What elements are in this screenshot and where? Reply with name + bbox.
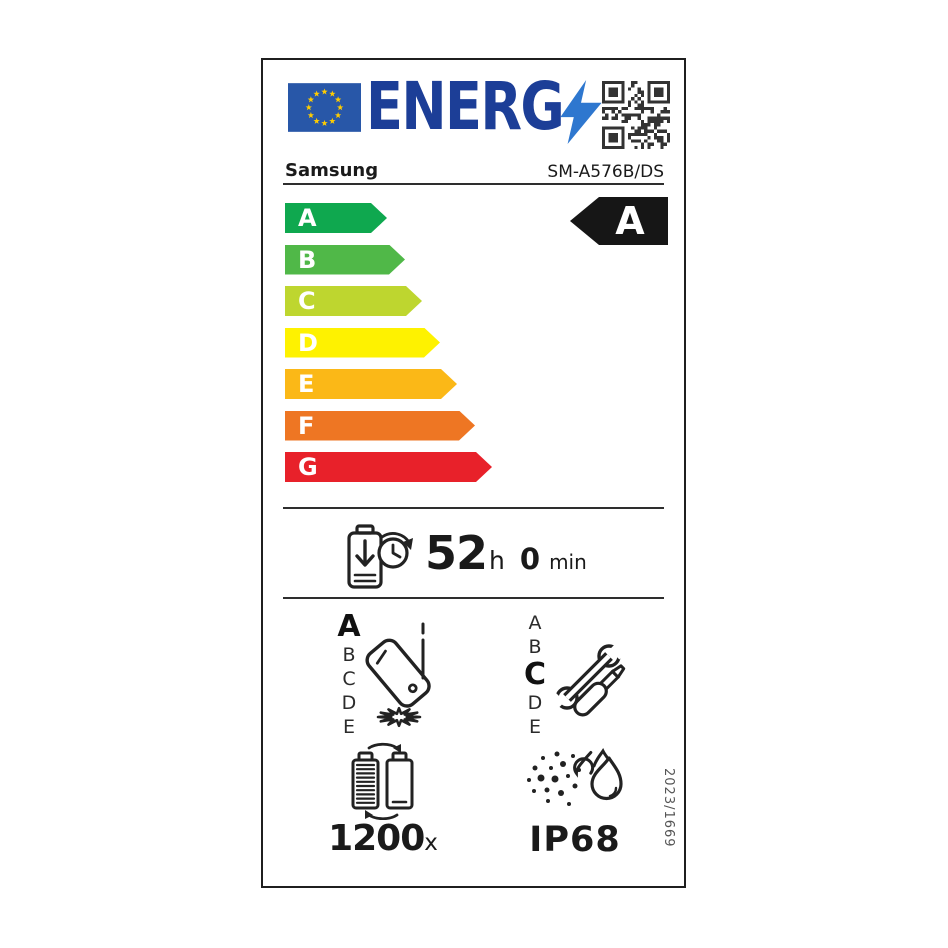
endurance-hours-unit: h [489, 546, 505, 575]
battery-cycles-value: 1200x [315, 818, 451, 859]
class-letter-b: B [528, 636, 542, 658]
lightning-bolt-icon [560, 80, 602, 144]
rating-letter: A [615, 199, 645, 243]
grade-letter: G [298, 453, 318, 481]
class-letter-a: A [337, 609, 361, 644]
model-number: SM-A576B/DS [547, 162, 664, 182]
header-divider [283, 183, 664, 185]
class-letter-c: C [523, 657, 547, 692]
scale-divider [283, 507, 664, 509]
wrench-screwdriver-icon [549, 642, 628, 722]
grade-letter: D [298, 328, 318, 357]
class-letter-e: E [528, 716, 541, 738]
ingress-protection-rating: IP68 [529, 820, 621, 860]
class-letter-a: A [528, 612, 542, 634]
class-letter-c: C [342, 668, 356, 690]
energ-logo: ENERG [366, 74, 606, 140]
grade-bar-a: A [285, 203, 387, 233]
eu-flag-icon [288, 83, 361, 132]
grade-bar-g: G [285, 452, 492, 482]
energ-logo-text: ENERG [366, 68, 565, 145]
cycles-number: 1200 [328, 818, 425, 859]
grade-letter: B [298, 245, 317, 274]
endurance-divider [283, 597, 664, 599]
grade-bar-f: F [285, 411, 475, 441]
battery-endurance-value: 52 h 0 min [425, 526, 587, 580]
grade-bar-d: D [285, 328, 440, 358]
grade-letter: E [298, 370, 315, 398]
grade-letter: A [298, 204, 317, 232]
grade-bar-e: E [285, 369, 457, 399]
phone-drop-icon [359, 620, 447, 728]
grade-letter: F [298, 411, 315, 440]
rating-arrow: A [570, 197, 668, 245]
regulation-number: 2023/1669 [661, 768, 676, 848]
class-letter-b: B [342, 644, 356, 666]
battery-cycles-icon [347, 740, 419, 820]
grade-bar-c: C [285, 286, 422, 316]
wrench [549, 642, 627, 709]
class-letter-e: E [342, 716, 355, 738]
grade-letter: C [298, 287, 316, 315]
endurance-minutes-unit: min [549, 550, 587, 574]
class-letter-d: D [341, 692, 357, 714]
brand-name: Samsung [285, 160, 379, 181]
battery-endurance-icon [335, 520, 413, 594]
cycles-unit: x [424, 830, 438, 856]
endurance-minutes: 0 [519, 542, 541, 576]
grade-bar-b: B [285, 245, 405, 275]
screwdriver [571, 662, 628, 719]
endurance-hours: 52 [425, 526, 488, 580]
class-letter-d: D [527, 692, 543, 714]
qr-code [602, 81, 670, 149]
dust-water-icon [527, 746, 625, 806]
